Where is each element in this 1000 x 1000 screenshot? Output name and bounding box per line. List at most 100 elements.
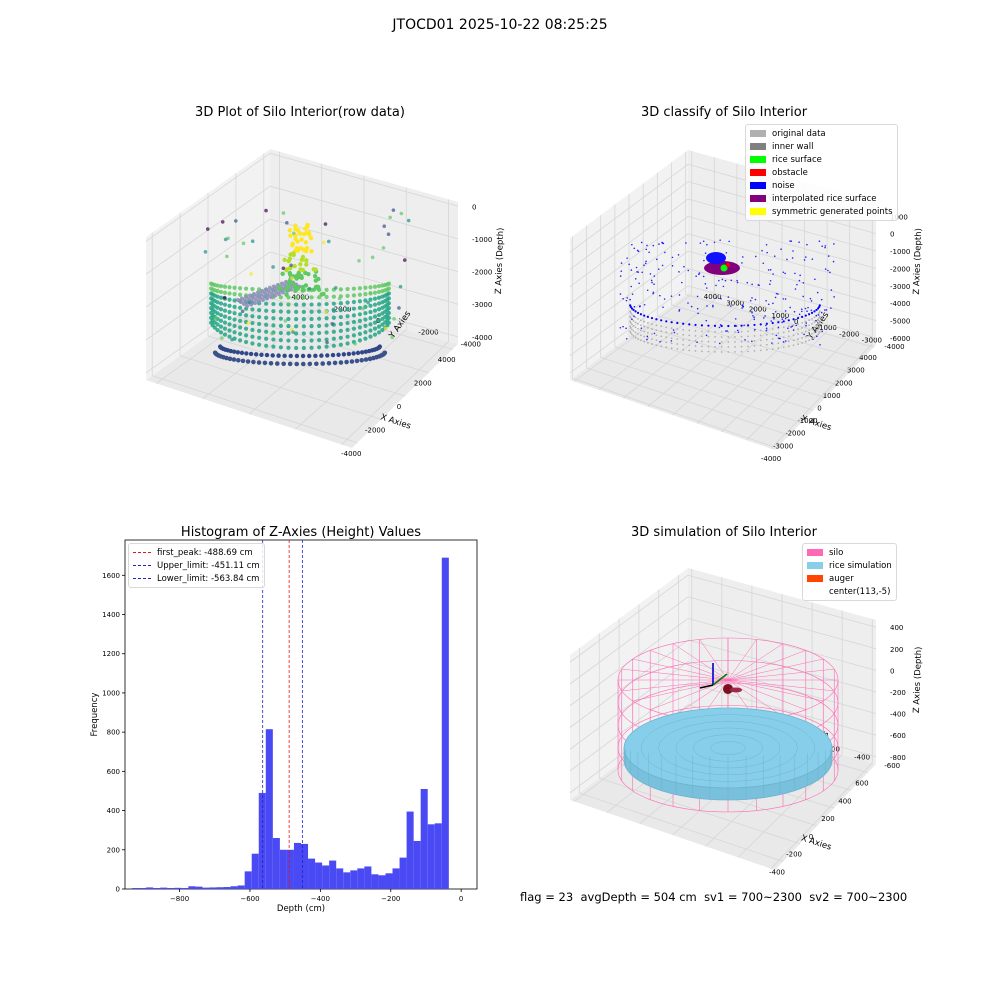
- plot1-point: [301, 324, 306, 329]
- plot2-point: [707, 330, 710, 333]
- plot1-point: [372, 284, 378, 289]
- plot2-point: [719, 324, 722, 326]
- plot2-point: [759, 329, 762, 332]
- plot1-point: [255, 294, 259, 298]
- plot1-point: [338, 314, 343, 320]
- plot1-point: [218, 324, 224, 329]
- plot1-point: [299, 237, 304, 242]
- plot1-x-tick: 0: [397, 403, 401, 411]
- plot1-point: [264, 352, 270, 358]
- plot2-point: [759, 344, 762, 347]
- plot2-point: [777, 326, 780, 329]
- plot2-point: [707, 324, 710, 327]
- plot1-point: [316, 276, 321, 282]
- silo-wire: [727, 639, 757, 681]
- plot2-point: [766, 251, 768, 254]
- plot1-point: [351, 326, 357, 331]
- plot2-point: [818, 327, 821, 329]
- plot1-grid-z: [145, 251, 271, 341]
- plot2-point: [815, 319, 817, 322]
- plot2-point: [784, 310, 787, 312]
- plot2-point: [744, 339, 746, 341]
- plot2-point: [639, 319, 642, 322]
- plot2-point: [660, 319, 663, 322]
- plot2-point: [830, 307, 832, 309]
- plot1-point: [294, 273, 300, 278]
- plot2-point: [757, 284, 760, 286]
- plot1-point: [376, 312, 382, 318]
- plot1-point: [338, 328, 343, 333]
- histogram-bar: [357, 868, 365, 889]
- plot1-point: [351, 286, 357, 291]
- plot1-point: [243, 333, 249, 338]
- plot2-point: [751, 297, 753, 299]
- plot2-z-label: Z Axies (Depth): [912, 228, 924, 295]
- plot1-point: [391, 208, 396, 212]
- plot1-point: [214, 316, 218, 321]
- histogram-bar: [336, 868, 344, 889]
- plot2-point: [746, 324, 750, 327]
- histogram-bar: [167, 888, 175, 889]
- plot2-point: [645, 260, 647, 263]
- plot1-point: [222, 308, 228, 313]
- plot1-point: [372, 302, 378, 307]
- plot1-point: [380, 283, 385, 288]
- plot2-point: [676, 338, 679, 340]
- histogram-bar: [209, 887, 217, 889]
- plot2-point: [767, 303, 770, 306]
- histogram-bar: [265, 729, 273, 889]
- histogram-x-label: Depth (cm): [277, 904, 325, 914]
- plot1-point: [331, 315, 336, 320]
- plot1-point: [349, 359, 355, 364]
- plot1-point: [227, 297, 232, 302]
- plot1-point: [264, 308, 269, 313]
- plot2-point: [800, 308, 803, 310]
- plot2-point: [701, 340, 703, 343]
- plot2-point: [671, 264, 674, 267]
- plot1-point: [237, 318, 243, 323]
- plot2-point: [651, 323, 653, 325]
- plot2-point: [801, 315, 804, 318]
- histogram-bar: [434, 823, 442, 889]
- plot2-point: [653, 283, 655, 286]
- plot1-point: [319, 353, 324, 358]
- plot2-point: [807, 306, 809, 309]
- plot1-point: [317, 316, 322, 321]
- plot1-point: [357, 258, 361, 263]
- plot1-point: [320, 361, 326, 366]
- plot2-point: [817, 314, 820, 316]
- plot1-point: [252, 292, 256, 296]
- plot1-point: [277, 292, 281, 296]
- plot1-z-tick: -1000: [472, 236, 492, 244]
- plot2-point: [701, 335, 703, 338]
- auger-blade: [730, 687, 742, 693]
- plot2-point: [818, 312, 821, 314]
- plot2-point: [646, 244, 648, 247]
- plot1-grid-z: [269, 185, 459, 240]
- plot2-point: [702, 240, 705, 243]
- plot2-grid-z: [687, 216, 877, 269]
- plot2-point: [763, 317, 765, 319]
- plot1-z-tick: -4000: [472, 334, 492, 342]
- plot2-point: [753, 340, 756, 342]
- plot2-point: [770, 320, 773, 322]
- plot2-point: [767, 269, 770, 271]
- plot2-point: [784, 340, 787, 342]
- plot1-grid-z: [269, 152, 459, 207]
- plot2-grid-z: [687, 233, 877, 287]
- legend-item-center: center(113,-5): [807, 585, 892, 598]
- plot2-point: [791, 257, 794, 259]
- plot1-point: [290, 281, 295, 286]
- plot1-point: [278, 323, 283, 328]
- histogram-x-tick: −200: [381, 895, 400, 903]
- histogram-bar: [413, 840, 421, 889]
- plot1-point: [363, 357, 369, 362]
- plot1-y-tick: -2000: [418, 329, 438, 337]
- plot2-point: [639, 313, 642, 316]
- plot1-point: [264, 329, 269, 334]
- plot2-point: [629, 330, 632, 333]
- plot2-point: [787, 340, 790, 343]
- plot2-point: [728, 240, 730, 243]
- plot2-point: [653, 275, 656, 277]
- plot2-point: [702, 275, 705, 278]
